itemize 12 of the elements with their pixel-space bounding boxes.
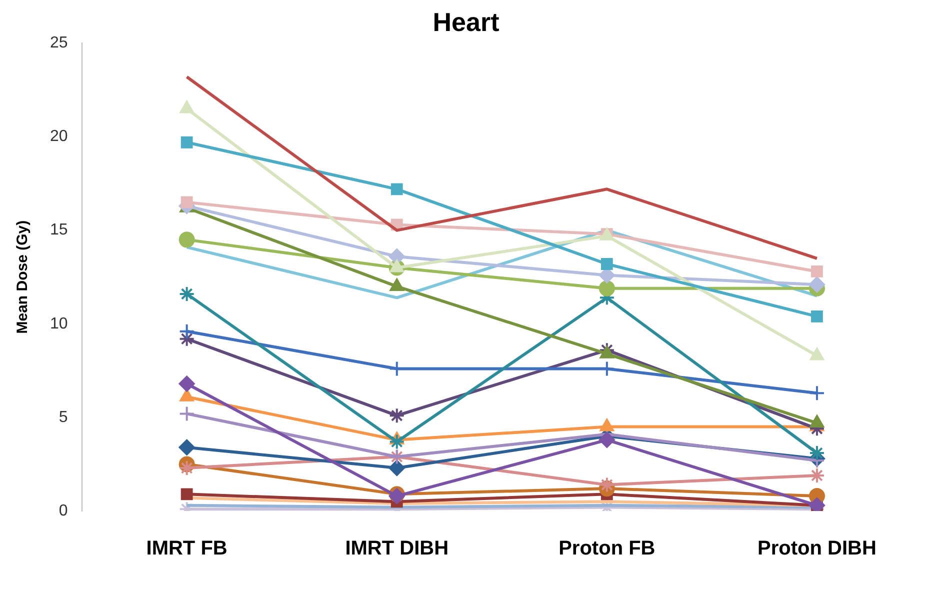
y-axis-title: Mean Dose (Gy) xyxy=(14,220,32,334)
y-tick-label: 0 xyxy=(58,502,68,520)
y-tick-label: 25 xyxy=(50,34,68,52)
x-tick-label: IMRT FB xyxy=(146,538,228,560)
y-tick-label: 10 xyxy=(50,315,68,332)
y-tick-label: 15 xyxy=(50,222,68,239)
y-tick-label: 5 xyxy=(58,408,68,426)
x-tick-label: IMRT DIBH xyxy=(345,538,449,560)
chart-title: Heart xyxy=(432,6,500,37)
y-tick-label: 20 xyxy=(50,128,68,146)
x-tick-label: Proton DIBH xyxy=(758,538,876,560)
x-tick-label: Proton FB xyxy=(558,538,656,560)
